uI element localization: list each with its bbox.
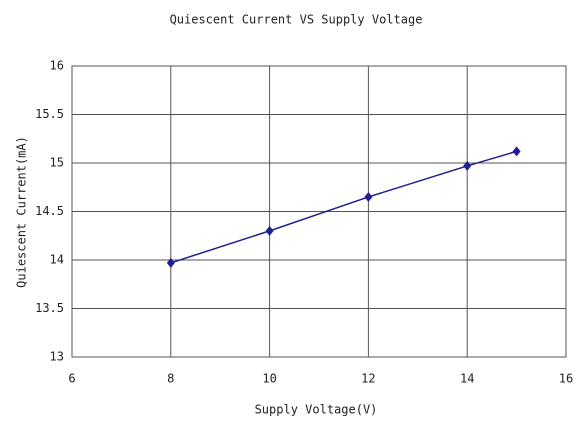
chart-title: Quiescent Current VS Supply Voltage (170, 13, 423, 27)
data-point (166, 257, 175, 268)
y-tick-label: 15.5 (35, 107, 64, 121)
y-axis-label: Quiescent Current(mA) (15, 136, 29, 288)
x-tick-label: 10 (262, 372, 276, 386)
x-tick-label: 14 (460, 372, 474, 386)
data-point (364, 191, 373, 202)
y-tick-label: 16 (50, 59, 64, 73)
data-point (463, 160, 472, 171)
y-tick-label: 14.5 (35, 204, 64, 218)
y-tick-label: 13.5 (35, 301, 64, 315)
data-point (512, 146, 521, 157)
x-tick-label: 12 (361, 372, 375, 386)
x-tick-label: 8 (167, 372, 174, 386)
y-tick-label: 13 (50, 350, 64, 364)
x-axis-label: Supply Voltage(V) (255, 403, 378, 417)
x-tick-label: 6 (68, 372, 75, 386)
y-tick-label: 15 (50, 156, 64, 170)
data-point (265, 225, 274, 236)
y-tick-label: 14 (50, 253, 64, 267)
x-tick-label: 16 (559, 372, 573, 386)
